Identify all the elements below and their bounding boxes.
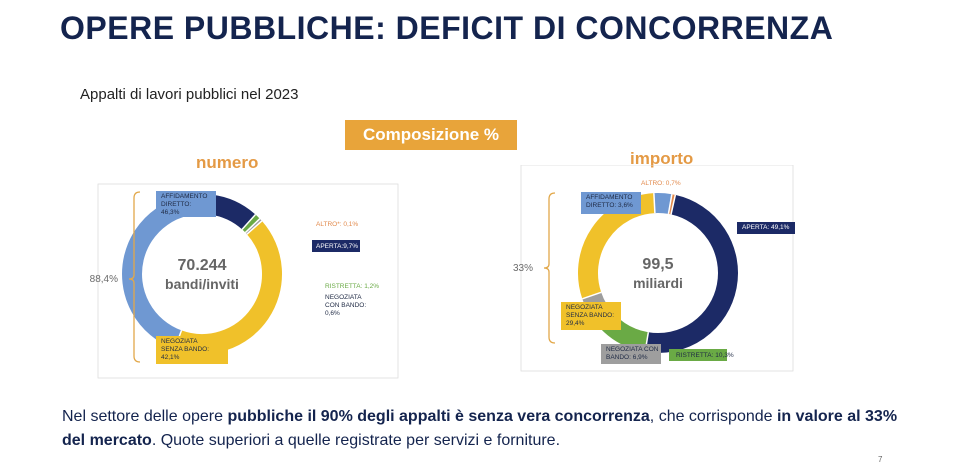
center-unit: bandi/inviti bbox=[165, 276, 239, 292]
slice-label-text: AFFIDAMENTO DIRETTO: 3,6% bbox=[586, 194, 633, 209]
slice-label: APERTA:9,7% bbox=[312, 240, 360, 252]
footer-text-part: , che corrisponde bbox=[649, 408, 777, 425]
slice-label: NEGOZIATA SENZA BANDO: 42,1% bbox=[156, 336, 228, 364]
slice-label-text: APERTA: 49,1% bbox=[742, 224, 790, 231]
slice-label-box bbox=[156, 191, 216, 217]
donut-chart-importo: 99,5 miliardi 33% AFFIDAMENTO DIRETTO: 3,6% A… bbox=[513, 165, 795, 372]
chart-subtitle: Appalti di lavori pubblici nel 2023 bbox=[80, 86, 299, 103]
slice-label-text: ALTRO: 0,7% bbox=[641, 180, 681, 187]
slice-separator bbox=[246, 220, 263, 235]
slice-label-box bbox=[601, 344, 661, 364]
slice-label-text: ALTRO*: 0,1% bbox=[316, 221, 358, 228]
composition-badge: Composizione % bbox=[345, 120, 517, 150]
page-title: OPERE PUBBLICHE: DEFICIT DI CONCORRENZA bbox=[60, 10, 834, 46]
slice-label-text: AFFIDAMENTO DIRETTO: 46,3% bbox=[161, 193, 207, 216]
donut-slice-aperta bbox=[208, 194, 256, 230]
center-total: 70.244 bbox=[178, 257, 227, 274]
bracket-label: 33% bbox=[513, 263, 533, 274]
center-unit: miliardi bbox=[633, 275, 683, 291]
bracket bbox=[543, 192, 556, 344]
footer-bold-part: in valore al 33% del mercato bbox=[62, 408, 898, 449]
slice-label-box bbox=[581, 192, 641, 214]
slice-label: AFFIDAMENTO DIRETTO: 46,3% bbox=[156, 191, 216, 217]
slice-label-box bbox=[312, 240, 360, 252]
slice-separator bbox=[670, 194, 677, 215]
slice-label: APERTA: 49,1% bbox=[737, 222, 795, 234]
slice-label: NEGOZIATA SENZA BANDO: 29,4% bbox=[561, 302, 621, 330]
slice-label: RISTRETTA: 1,2% bbox=[325, 283, 379, 290]
slice-label-text: NEGOZIATA SENZA BANDO: 29,4% bbox=[566, 304, 614, 327]
chart-heading-numero: numero bbox=[196, 153, 259, 172]
slice-separator bbox=[244, 218, 261, 234]
slice-label: NEGOZIATA CON BANDO: 6,9% bbox=[601, 344, 661, 364]
slice-label-text: NEGOZIATA CON BANDO: 6,9% bbox=[606, 346, 659, 361]
page-number: 7 bbox=[878, 455, 883, 464]
slice-label: ALTRO: 0,7% bbox=[641, 180, 681, 187]
slice-label: AFFIDAMENTO DIRETTO: 3,6% bbox=[581, 192, 641, 214]
slice-separator bbox=[241, 214, 257, 230]
slice-label-text: NEGOZIATA SENZA BANDO: 42,1% bbox=[161, 338, 209, 361]
center-total: 99,5 bbox=[642, 256, 673, 273]
slice-label: RISTRETTA: 10,3% bbox=[669, 349, 734, 361]
slice-label-text: NEGOZIATA CON BANDO: 0,6% bbox=[325, 294, 366, 317]
footer-text: Nel settore delle opere pubbliche il 90%… bbox=[62, 405, 912, 453]
chart-frame bbox=[520, 165, 794, 372]
footer-bold-part: pubbliche il 90% degli appalti è senza v… bbox=[227, 408, 650, 425]
slice-label-box bbox=[669, 349, 727, 361]
slice-label-text: APERTA:9,7% bbox=[316, 243, 358, 250]
bracket bbox=[128, 191, 141, 363]
slice-label-text: RISTRETTA: 1,2% bbox=[325, 283, 379, 290]
footer-text-part: Nel settore delle opere bbox=[62, 408, 228, 425]
slice-label: NEGOZIATA CON BANDO: 0,6% bbox=[325, 294, 366, 317]
slice-label-box bbox=[737, 222, 795, 234]
slice-label-text: RISTRETTA: 10,3% bbox=[676, 352, 734, 359]
footer-text-part: . Quote superiori a quelle registrate pe… bbox=[151, 432, 561, 449]
chart-frame bbox=[97, 183, 399, 379]
slice-label: ALTRO*: 0,1% bbox=[316, 221, 358, 228]
slice-separator bbox=[667, 194, 673, 215]
chart-heading-importo: importo bbox=[630, 149, 694, 168]
slice-label-box bbox=[561, 302, 621, 330]
donut-chart-numero: 70.244 bandi/inviti 88,4% AFFIDAMENTO DIRETT… bbox=[90, 183, 399, 379]
donut-slice-affidamento bbox=[653, 193, 672, 214]
donut-slice-ristretta bbox=[242, 214, 260, 233]
slice-label-box bbox=[156, 336, 228, 364]
slice-separator bbox=[653, 193, 656, 214]
bracket-label: 88,4% bbox=[90, 274, 118, 285]
donut-slice-aperta bbox=[645, 194, 738, 353]
slice-separator bbox=[582, 291, 602, 300]
